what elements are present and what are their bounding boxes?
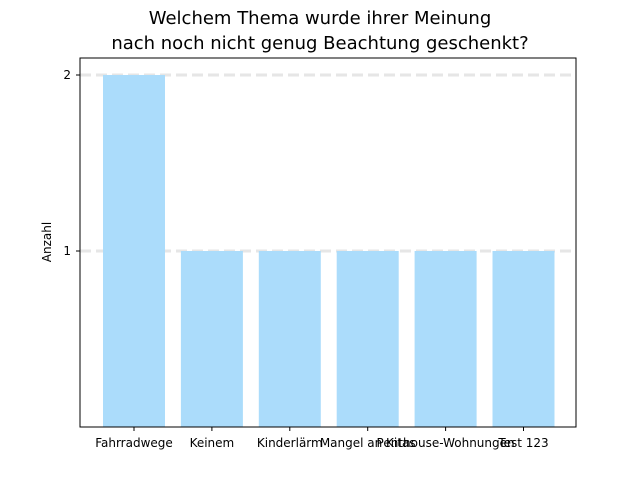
chart-title-line-2: nach noch nicht genug Beachtung geschenk… <box>111 33 528 54</box>
bar-0 <box>103 75 165 427</box>
x-tick-label-5: Test 123 <box>497 436 548 450</box>
axes <box>79 57 577 428</box>
x-tick-label-4: Penthouse-Wohnungen <box>377 436 515 450</box>
bar-5 <box>492 251 555 427</box>
x-tick-label-0: Fahrradwege <box>95 436 173 450</box>
bars <box>103 75 555 427</box>
x-tick-label-3: Mangel an Kitas <box>320 436 416 450</box>
y-tick-label-2: 2 <box>63 68 71 82</box>
y-tick-label-1: 1 <box>63 244 71 258</box>
chart-title-line-1: Welchem Thema wurde ihrer Meinung <box>149 8 492 29</box>
y-tick-labels: 12 <box>63 68 80 258</box>
axes-frame <box>79 57 577 428</box>
x-tick-label-2: Kinderlärm <box>257 436 323 450</box>
y-axis-label: Anzahl <box>40 222 54 262</box>
bar-4 <box>414 251 477 427</box>
bar-3 <box>336 251 399 427</box>
x-tick-label-1: Keinem <box>190 436 235 450</box>
bar-1 <box>180 251 243 427</box>
bar-2 <box>258 251 321 427</box>
